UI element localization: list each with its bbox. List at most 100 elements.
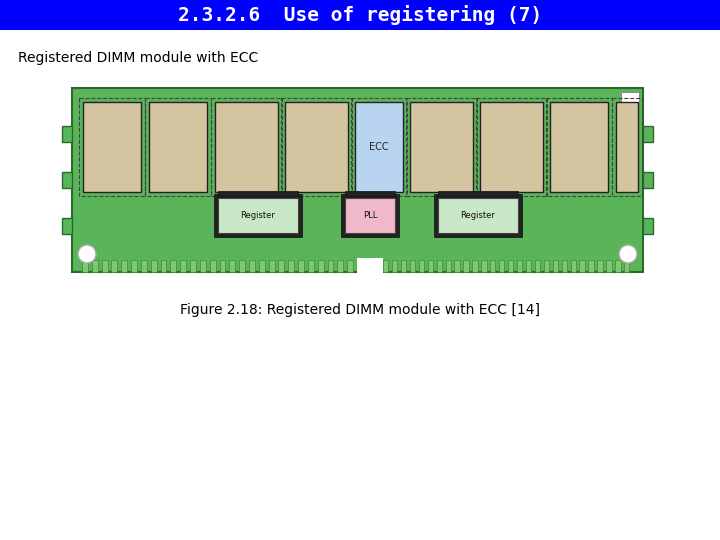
Circle shape	[619, 245, 637, 263]
Bar	[112, 260, 117, 272]
Bar	[562, 260, 567, 272]
Bar	[438, 191, 518, 196]
Circle shape	[78, 245, 96, 263]
Bar	[161, 260, 166, 272]
Text: Register: Register	[461, 211, 495, 220]
Bar	[215, 102, 278, 192]
Bar	[200, 260, 206, 272]
Bar	[345, 191, 395, 196]
Bar	[62, 172, 72, 188]
Bar	[481, 260, 487, 272]
Bar	[214, 194, 302, 237]
Bar	[258, 260, 265, 272]
Bar	[464, 260, 469, 272]
Bar	[570, 260, 576, 272]
Bar	[535, 260, 540, 272]
Bar	[92, 260, 98, 272]
Bar	[83, 102, 141, 192]
Bar	[249, 260, 255, 272]
Bar	[149, 102, 207, 192]
Bar	[328, 260, 333, 272]
Bar	[341, 194, 399, 237]
Bar	[180, 260, 186, 272]
Bar	[598, 260, 603, 272]
Bar	[615, 260, 621, 272]
Bar	[355, 102, 403, 192]
Bar	[480, 102, 543, 192]
Bar	[526, 260, 531, 272]
Bar	[621, 92, 639, 106]
Bar	[288, 260, 294, 272]
Bar	[392, 260, 397, 272]
Bar	[345, 198, 395, 233]
Text: Register: Register	[240, 211, 276, 220]
Bar	[616, 102, 638, 192]
Bar	[298, 260, 304, 272]
Bar	[476, 98, 547, 196]
Bar	[643, 126, 653, 142]
Bar	[62, 218, 72, 234]
Bar	[141, 260, 147, 272]
Bar	[279, 260, 284, 272]
Bar	[357, 258, 383, 274]
Bar	[150, 260, 157, 272]
Bar	[546, 98, 612, 196]
Bar	[436, 260, 442, 272]
Bar	[218, 191, 298, 196]
Bar	[553, 260, 558, 272]
Bar	[318, 260, 323, 272]
Bar	[269, 260, 274, 272]
Bar	[383, 260, 388, 272]
Text: 2.3.2.6  Use of registering (7): 2.3.2.6 Use of registering (7)	[178, 5, 542, 25]
Bar	[338, 260, 343, 272]
Bar	[508, 260, 513, 272]
Text: Figure 2.18: Registered DIMM module with ECC [14]: Figure 2.18: Registered DIMM module with…	[180, 303, 540, 317]
Bar	[62, 126, 72, 142]
Bar	[0, 0, 720, 30]
Bar	[230, 260, 235, 272]
Bar	[211, 98, 282, 196]
Bar	[281, 98, 352, 196]
Bar	[102, 260, 107, 272]
Bar	[490, 260, 495, 272]
Bar	[131, 260, 137, 272]
Bar	[606, 260, 611, 272]
Bar	[406, 98, 477, 196]
Bar	[517, 260, 522, 272]
Bar	[121, 260, 127, 272]
Bar	[145, 98, 211, 196]
Bar	[171, 260, 176, 272]
Bar	[410, 102, 473, 192]
Bar	[79, 98, 145, 196]
Bar	[544, 260, 549, 272]
Bar	[438, 198, 518, 233]
Bar	[550, 102, 608, 192]
Bar	[643, 218, 653, 234]
Bar	[428, 260, 433, 272]
Bar	[218, 198, 298, 233]
Bar	[446, 260, 451, 272]
Bar	[308, 260, 314, 272]
Bar	[210, 260, 215, 272]
Bar	[612, 98, 642, 196]
Bar	[643, 172, 653, 188]
Bar	[588, 260, 594, 272]
Bar	[580, 260, 585, 272]
Bar	[410, 260, 415, 272]
Bar	[351, 98, 407, 196]
Bar	[347, 260, 353, 272]
Bar	[285, 102, 348, 192]
Bar	[72, 88, 643, 272]
Bar	[190, 260, 196, 272]
Bar	[454, 260, 460, 272]
Text: PLL: PLL	[363, 211, 377, 220]
Bar	[419, 260, 424, 272]
Bar	[401, 260, 406, 272]
Bar	[434, 194, 522, 237]
Bar	[472, 260, 477, 272]
Text: Registered DIMM module with ECC: Registered DIMM module with ECC	[18, 51, 258, 65]
Bar	[82, 260, 88, 272]
Bar	[239, 260, 245, 272]
Text: ECC: ECC	[369, 142, 389, 152]
Bar	[220, 260, 225, 272]
